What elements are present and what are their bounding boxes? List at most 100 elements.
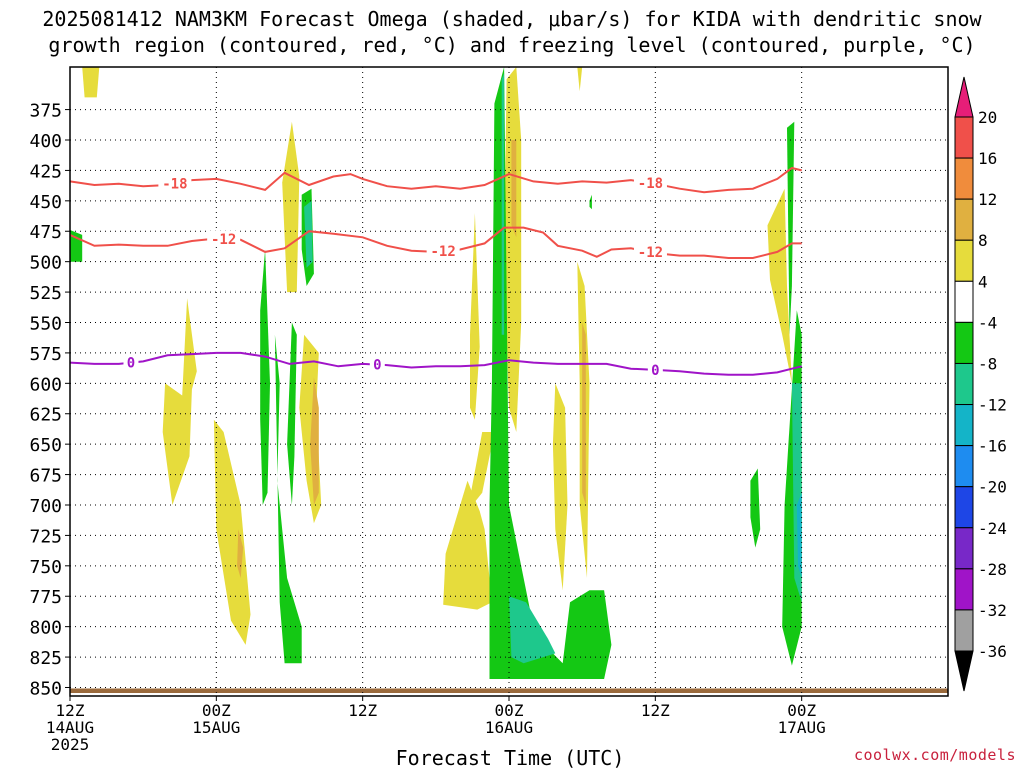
x-tick-label: 00Z: [787, 701, 816, 720]
omega-region-2: [162, 298, 197, 505]
title-line-1: 2025081412 NAM3KM Forecast Omega (shaded…: [42, 7, 982, 31]
x-tick-label: 16AUG: [485, 718, 533, 737]
x-tick-label: 00Z: [202, 701, 231, 720]
omega-region-18: [260, 249, 270, 505]
omega-region-9: [552, 383, 568, 591]
y-tick-label: 375: [29, 101, 62, 122]
colorbar-band: [954, 445, 974, 488]
omega-region-25: [750, 468, 761, 548]
y-tick-label: 425: [29, 161, 62, 182]
omega-region-20: [287, 322, 297, 505]
omega-region-29: [501, 73, 505, 335]
y-tick-label: 700: [29, 496, 62, 517]
omega-region-16: [582, 322, 586, 505]
colorbar-label: 12: [978, 190, 997, 209]
contour-label--12: -12: [431, 244, 456, 260]
colorbar-label: -20: [978, 478, 1007, 497]
credit-text: coolwx.com/models: [853, 746, 1016, 764]
colorbar-top-arrow: [954, 76, 974, 118]
omega-region-27: [304, 200, 313, 268]
colorbar-label: 4: [978, 272, 988, 291]
contour-line--18: [69, 166, 802, 194]
y-tick-label: 650: [29, 435, 62, 456]
colorbar-label: 20: [978, 108, 997, 127]
omega-region-28: [509, 596, 556, 664]
omega-region-23: [589, 194, 592, 210]
chart-title: 2025081412 NAM3KM Forecast Omega (shaded…: [0, 6, 1024, 58]
x-axis-label: Forecast Time (UTC): [396, 746, 625, 768]
y-tick-label: 600: [29, 374, 62, 395]
omega-region-12: [767, 188, 792, 384]
x-tick-label: 17AUG: [778, 718, 826, 737]
contour-label-bg: [158, 175, 192, 192]
colorbar-label: -12: [978, 396, 1007, 415]
y-tick-label: 800: [29, 618, 62, 639]
y-tick-label: 850: [29, 678, 62, 699]
colorbar-label: 16: [978, 149, 997, 168]
contour-label--12: -12: [211, 232, 236, 248]
omega-region-31: [796, 492, 802, 578]
colorbar: 20 16 12 8 4 -4 -8 -12 -16 -20 -24 -28 -32 -36: [954, 76, 1007, 692]
x-tick-label: 12Z: [348, 701, 377, 720]
y-tick-label: 550: [29, 313, 62, 334]
omega-region-11: [577, 67, 583, 92]
contour-label-bg: [207, 230, 241, 247]
contour-label-bg: [426, 243, 460, 260]
omega-region-24: [787, 121, 795, 335]
omega-region-15: [511, 140, 517, 238]
y-tick-label: 725: [29, 526, 62, 547]
omega-region-3: [213, 419, 251, 645]
y-tick-label: 500: [29, 253, 62, 274]
omega-region-22: [489, 67, 612, 679]
omega-region-7: [470, 213, 480, 420]
colorbar-band: [954, 239, 974, 282]
colorbar-label: -28: [978, 560, 1007, 579]
contour-label-0: 0: [651, 363, 659, 379]
colorbar-label: -16: [978, 437, 1007, 456]
contour-lines: -18 -18 -12 -12 -12 0 0 0: [69, 166, 802, 379]
surface-fill: [70, 688, 948, 693]
colorbar-band: [954, 116, 974, 159]
omega-region-5: [443, 480, 492, 610]
colorbar-band: [954, 157, 974, 200]
colorbar-band: [954, 486, 974, 529]
y-tick-label: 525: [29, 283, 62, 304]
y-tick-label: 450: [29, 192, 62, 213]
omega-region-8: [504, 67, 522, 432]
y-tick-label: 675: [29, 466, 62, 487]
omega-region-6: [467, 432, 495, 512]
y-tick-label: 825: [29, 648, 62, 669]
x-tick-label: 12Z: [641, 701, 670, 720]
contour-label-bg: [369, 356, 385, 373]
y-tick-label: 400: [29, 131, 62, 152]
contour-label-0: 0: [127, 356, 135, 372]
contour-line--12: [69, 226, 802, 259]
colorbar-label: -36: [978, 642, 1007, 661]
omega-shading: [70, 67, 802, 679]
omega-region-13: [310, 377, 319, 505]
contour-label-0: 0: [373, 358, 381, 374]
colorbar-band: [954, 198, 974, 241]
colorbar-band: [954, 527, 974, 570]
x-tick-label: 12Z: [56, 701, 85, 720]
omega-region-0: [82, 67, 100, 98]
contour-label-bg: [123, 354, 139, 371]
colorbar-band: [954, 568, 974, 611]
colorbar-band: [954, 362, 974, 406]
contour-label--12: -12: [638, 245, 663, 261]
omega-region-1: [282, 121, 300, 293]
x-tick-label: 00Z: [495, 701, 524, 720]
colorbar-band: [954, 404, 974, 447]
colorbar-label: 8: [978, 231, 988, 250]
colorbar-bottom-arrow: [954, 650, 974, 692]
x-tick-label: 2025: [51, 735, 90, 754]
colorbar-band: [954, 321, 974, 364]
colorbar-label: -8: [978, 354, 997, 373]
omega-region-14: [237, 529, 244, 578]
colorbar-label: -4: [978, 313, 997, 332]
colorbar-band: [954, 280, 974, 323]
y-tick-label: 575: [29, 344, 62, 365]
surface-band: [70, 688, 948, 693]
